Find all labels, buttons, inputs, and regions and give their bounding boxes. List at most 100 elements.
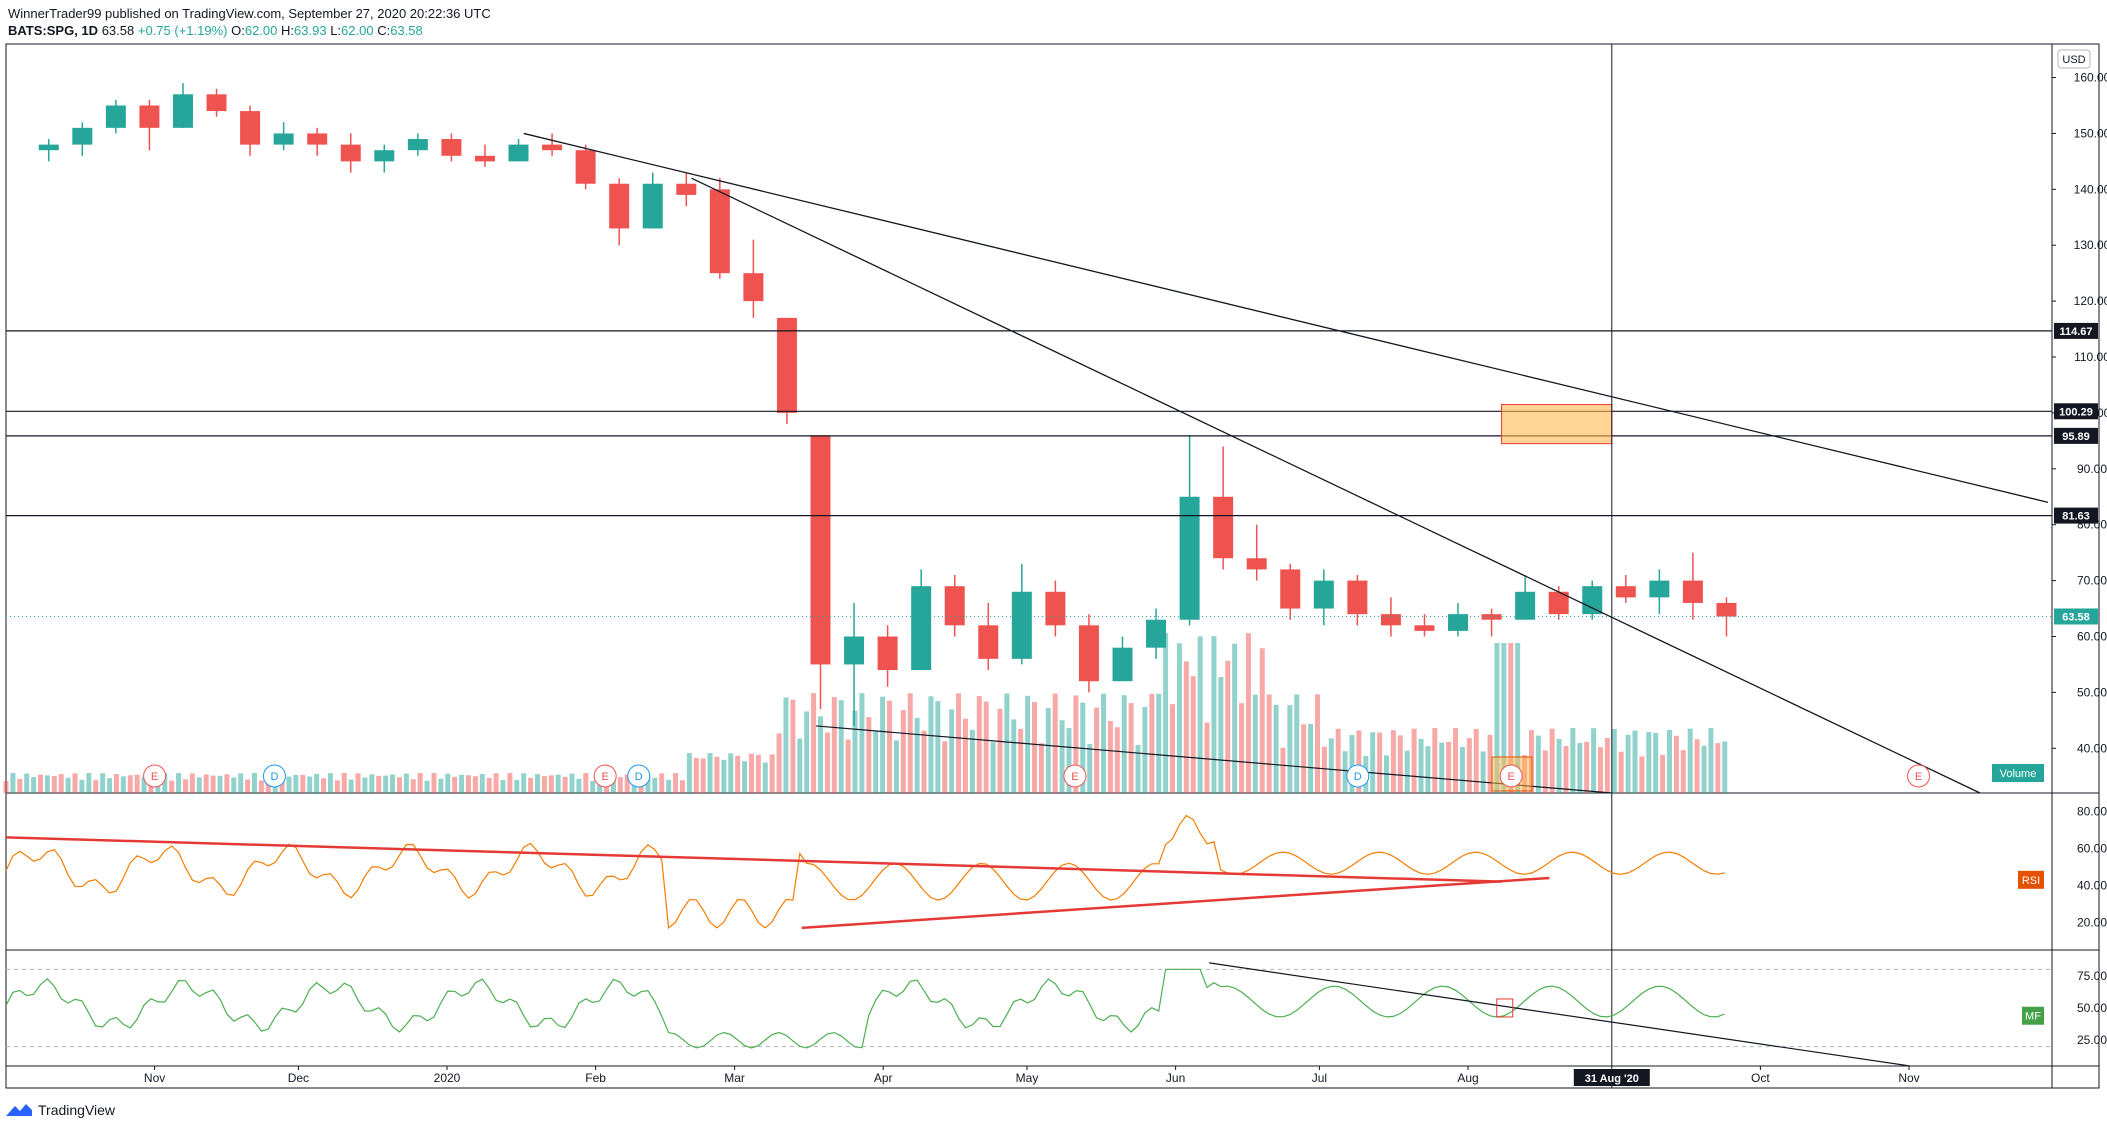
candle-body <box>1548 591 1569 615</box>
volume-bar <box>176 773 182 793</box>
date-tick-label: Oct <box>1751 1071 1770 1085</box>
candle-body <box>1414 625 1435 631</box>
rsi-tag-bg <box>2018 870 2044 889</box>
volume-bar <box>300 775 306 793</box>
candle-body <box>911 586 932 671</box>
volume-bar <box>1245 633 1251 793</box>
volume-bar <box>555 774 561 793</box>
volume-bar <box>1591 728 1597 793</box>
volume-bar <box>1025 695 1031 793</box>
candle-body <box>508 144 529 162</box>
price-tick-label: 110.00 <box>2074 350 2107 364</box>
mf-trendline <box>1209 962 1911 1067</box>
volume-bar <box>1715 743 1721 793</box>
volume-bar <box>238 773 244 793</box>
symbol[interactable]: BATS:SPG, 1D <box>8 23 99 38</box>
volume-bar <box>1156 693 1162 793</box>
volume-bar <box>1487 734 1493 793</box>
volume-bar <box>1618 751 1624 793</box>
date-tick-label: Mar <box>724 1071 745 1085</box>
ohlc-high: 63.93 <box>294 23 327 38</box>
crosshair-date-label: 31 Aug '20 <box>1585 1073 1639 1085</box>
candle-body <box>38 144 59 151</box>
date-tick-label: Jun <box>1166 1071 1185 1085</box>
price-tick-label: 60.00 <box>2077 629 2107 643</box>
volume-bar <box>100 773 106 793</box>
candle-body <box>944 586 965 626</box>
candle-body <box>542 144 563 151</box>
rsi-tick-label: 60.00 <box>2077 841 2107 855</box>
change-value: +0.75 (+1.19%) <box>137 23 228 38</box>
resistance-zone-box <box>1501 404 1613 445</box>
volume-bar <box>1556 739 1562 793</box>
candle-body <box>776 317 797 413</box>
ohlc-open: 62.00 <box>244 23 278 38</box>
volume-bar <box>1418 738 1424 793</box>
volume-bar <box>1114 727 1120 793</box>
volume-bar <box>1466 738 1472 793</box>
volume-bar <box>1328 738 1334 793</box>
volume-bar <box>1301 724 1307 793</box>
price-line-label-bg <box>2054 507 2098 524</box>
volume-bar <box>1515 643 1521 793</box>
price-line-label-bg <box>2054 403 2098 420</box>
volume-bar <box>396 777 402 793</box>
price-line-label-bg <box>2054 322 2098 339</box>
volume-bar <box>1660 754 1666 793</box>
event-marker-label: E <box>1071 771 1078 783</box>
volume-bar <box>1356 730 1362 793</box>
volume-bar <box>679 780 685 793</box>
volume-bar <box>887 700 893 793</box>
volume-bar <box>438 778 444 793</box>
volume-bar <box>1722 741 1728 793</box>
rsi-tick-label: 20.00 <box>2077 915 2107 929</box>
volume-bar <box>327 773 333 793</box>
volume-bar <box>1176 643 1182 793</box>
volume-bar <box>120 776 126 793</box>
last-price-tag-bg <box>2054 608 2098 625</box>
volume-bar <box>1494 643 1500 793</box>
volume-bar <box>914 717 920 793</box>
rsi-trendline-up <box>801 876 1550 930</box>
mf-tick-label: 75.00 <box>2077 969 2107 983</box>
volume-bar <box>541 776 547 793</box>
volume-bar <box>776 733 782 793</box>
volume-bar <box>521 773 527 793</box>
volume-bar <box>1018 728 1024 793</box>
date-tick-label: Feb <box>585 1071 606 1085</box>
volume-bar <box>224 774 230 793</box>
volume-bar <box>376 775 382 793</box>
volume-bar <box>817 716 823 793</box>
candle-body <box>877 636 898 671</box>
volume-bar <box>65 777 71 793</box>
volume-bar <box>182 779 188 793</box>
volume-bar <box>1632 730 1638 793</box>
volume-bar <box>900 710 906 793</box>
volume-bar <box>1225 660 1231 793</box>
candle-body <box>709 189 730 274</box>
currency-badge <box>2057 49 2091 69</box>
volume-bar <box>1459 746 1465 793</box>
volume-bar <box>1204 722 1210 793</box>
ohlc-open-label: O: <box>231 23 245 38</box>
volume-bar <box>189 773 195 793</box>
volume-bar <box>1653 732 1659 793</box>
volume-bar <box>735 755 741 793</box>
volume-bar <box>127 775 133 793</box>
volume-bar <box>417 773 423 793</box>
volume-bar <box>113 773 119 793</box>
volume-bar <box>1259 648 1265 793</box>
volume-bar <box>949 709 955 793</box>
volume-bar <box>693 757 699 793</box>
volume-bar <box>1577 742 1583 793</box>
event-marker-label: E <box>151 771 158 783</box>
volume-bar <box>1045 708 1051 793</box>
volume-bar <box>10 773 16 793</box>
volume-bar <box>1446 741 1452 793</box>
volume-bar <box>321 778 327 793</box>
volume-bar <box>44 775 50 793</box>
volume-bar <box>134 774 140 793</box>
date-tick-label: Nov <box>1898 1071 1919 1085</box>
event-marker-earnings <box>1063 764 1087 788</box>
